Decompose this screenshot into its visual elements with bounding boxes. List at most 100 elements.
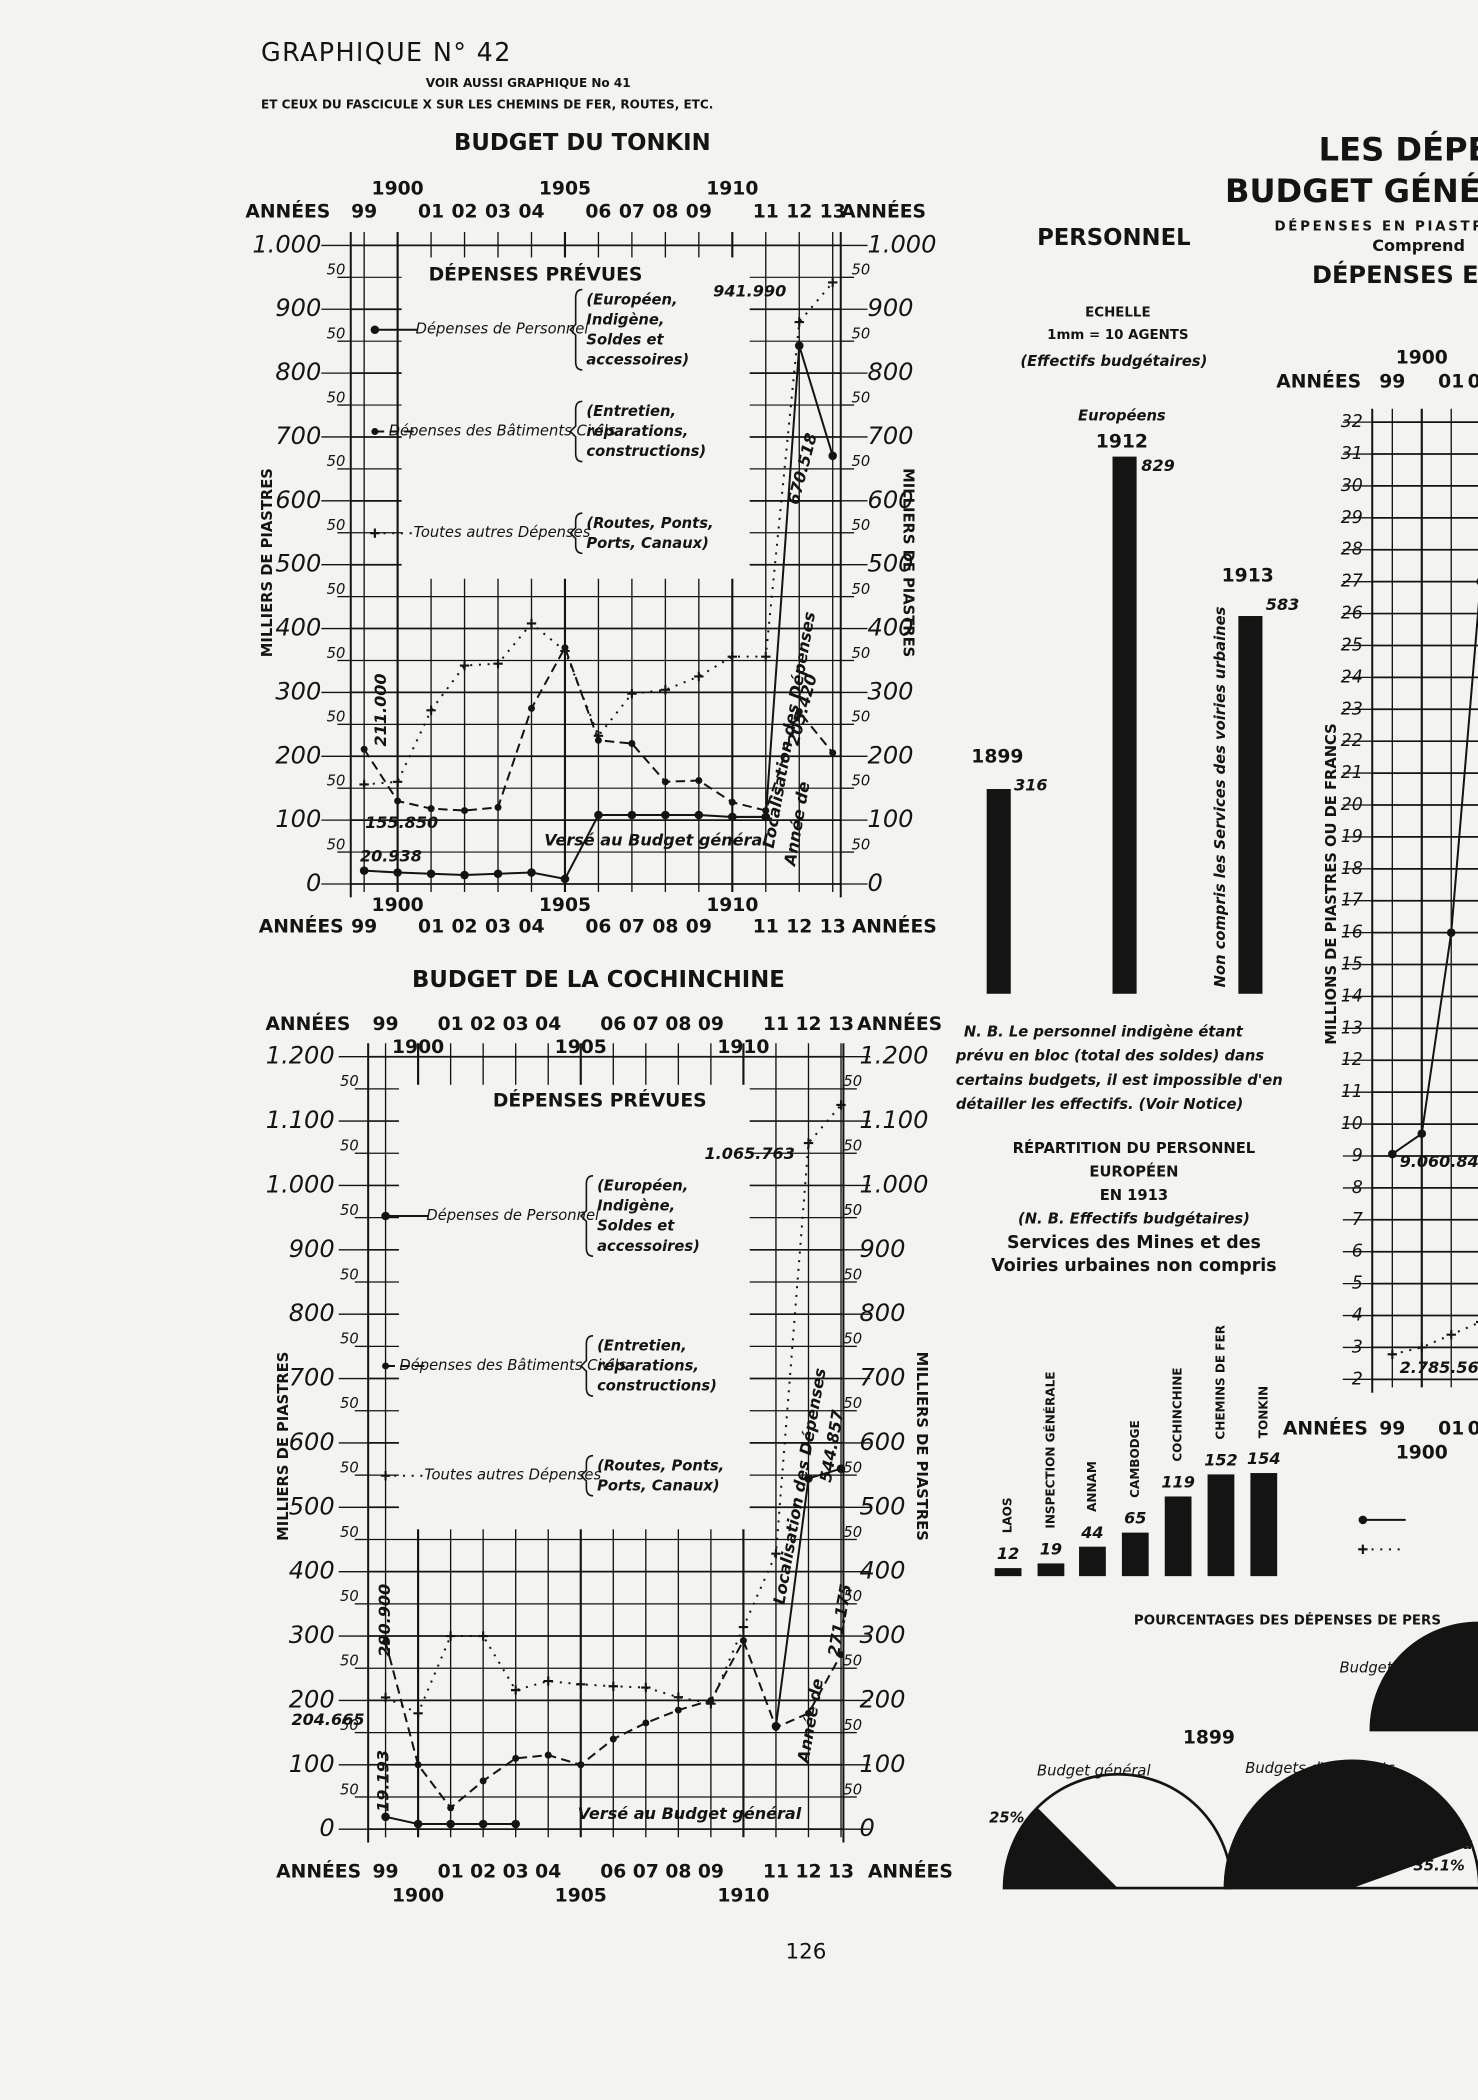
x-tick-label: 13 [828,1014,854,1035]
x-tick-label: 1900 [372,895,424,916]
x-tick-label: 09 [686,201,712,222]
legend-detail: Ports, Canaux) [586,535,709,552]
value-label: 89% [1412,1836,1447,1853]
point-marker [493,869,503,879]
point-marker [804,1474,813,1483]
y-tick-label: 0 [868,869,883,897]
point-marker [794,341,804,350]
x-tick-label: 07 [633,1862,659,1883]
point-marker [392,777,403,787]
category-label: LAOS [1001,1497,1015,1533]
legend-detail: accessoires) [586,352,689,369]
y-tick-label: 23 [1341,699,1363,719]
point-marker [795,708,803,716]
point-marker [609,1735,617,1743]
bar [1207,1474,1235,1577]
bar [1164,1496,1192,1577]
y-tick-label: 800 [868,358,914,386]
x-axis-label: ANNÉES [857,1012,942,1035]
y-tick-label: 500 [868,550,914,578]
y-tick-label: 50 [851,836,870,853]
brace [569,288,583,371]
category-label: Budget général [1037,1763,1151,1780]
y-tick-label: 7 [1352,1210,1363,1230]
right-title-1: LES DÉPENSES DES [1319,131,1478,169]
x-tick-label: 04 [535,1862,561,1883]
series-line [364,281,834,786]
brace [579,1335,594,1397]
y-tick-label: 50 [327,645,346,662]
y-tick-label: 700 [289,1364,335,1392]
point-marker [627,689,637,699]
point-marker [414,1761,422,1769]
value-label: 941.990 [713,282,786,301]
point-marker [1417,1129,1427,1138]
legend-detail: (Entretien, [586,403,676,420]
y-tick-label: 50 [327,453,346,470]
point-marker [479,1777,487,1785]
x-tick-label: 11 [753,916,779,937]
x-tick-label: 02 [470,1014,496,1035]
value-label: 211.000 [371,673,390,746]
y-tick-label: 50 [340,1073,359,1090]
y-tick-label: 1.000 [266,1170,335,1198]
value-label: 290.900 [375,1584,394,1657]
y-tick-label: 1.200 [859,1042,928,1070]
y-tick-label: 50 [851,262,870,279]
value-label: 12 [997,1544,1019,1563]
point-marker [494,803,502,811]
category-label: Budgets d'emprunts [1245,1760,1395,1777]
note-line: certains budgets, il est impossible d'en [956,1072,1283,1089]
category-label: CAMBODGE [1128,1420,1142,1498]
point-marker [727,651,737,662]
point-marker [738,1622,749,1632]
point-marker [828,451,837,461]
point-marker [728,798,736,806]
x-tick-label: 01 [1438,1418,1464,1439]
note-line: prévu en bloc (total des soldes) dans [955,1048,1265,1065]
y-tick-label: 50 [843,1395,862,1412]
legend-detail: réparations, [586,423,688,440]
brace [579,1454,594,1497]
y-tick-label: 15 [1341,955,1363,975]
chart-title: (N. B. Effectifs budgétaires) [1018,1210,1250,1227]
x-tick-label: 06 [585,201,611,222]
y-tick-label: 14 [1341,986,1363,1006]
point-marker [560,646,570,656]
chart-title: EUROPÉEN [1089,1163,1178,1180]
point-marker [1387,1349,1398,1359]
point-marker [593,731,604,741]
x-tick-label: 99 [1379,1418,1405,1439]
x-tick-label: 02 [470,1862,496,1883]
y-tick-label: 200 [275,741,321,769]
y-tick-label: 50 [327,517,346,534]
legend-detail: accessoires) [597,1238,700,1255]
y-tick-label: 6 [1352,1242,1363,1262]
annotation: DÉPENSES PRÉVUES [493,1088,707,1111]
point-marker [695,777,703,785]
point-marker [594,810,603,820]
x-axis-label: ANNÉES [1276,369,1361,392]
point-marker [447,1804,455,1812]
category-label: 1913 [1222,566,1274,587]
point-marker [359,779,369,790]
point-marker [1388,1149,1397,1159]
category-label: CHEMINS DE FER [1213,1324,1227,1439]
bar [1079,1546,1106,1577]
y-tick-label: 17 [1341,891,1363,911]
x-axis-label: ANNÉES [1283,1416,1368,1439]
value-label: 204.665 [291,1710,364,1729]
chart-title: BUDGET DE LA COCHINCHINE [412,967,785,993]
y-tick-label: 50 [340,1653,359,1670]
legend-marker [370,528,380,538]
point-marker [836,1100,846,1110]
legend-label: Dépenses de Personnel [426,1207,600,1224]
point-marker [560,874,570,884]
see-also-2: ET CEUX DU FASCICULE X SUR LES CHEMINS D… [261,97,713,111]
point-marker [576,1679,586,1690]
point-marker [771,1548,781,1559]
brace [569,512,583,555]
y-tick-label: 22 [1341,731,1363,751]
x-tick-label: 04 [535,1014,561,1035]
